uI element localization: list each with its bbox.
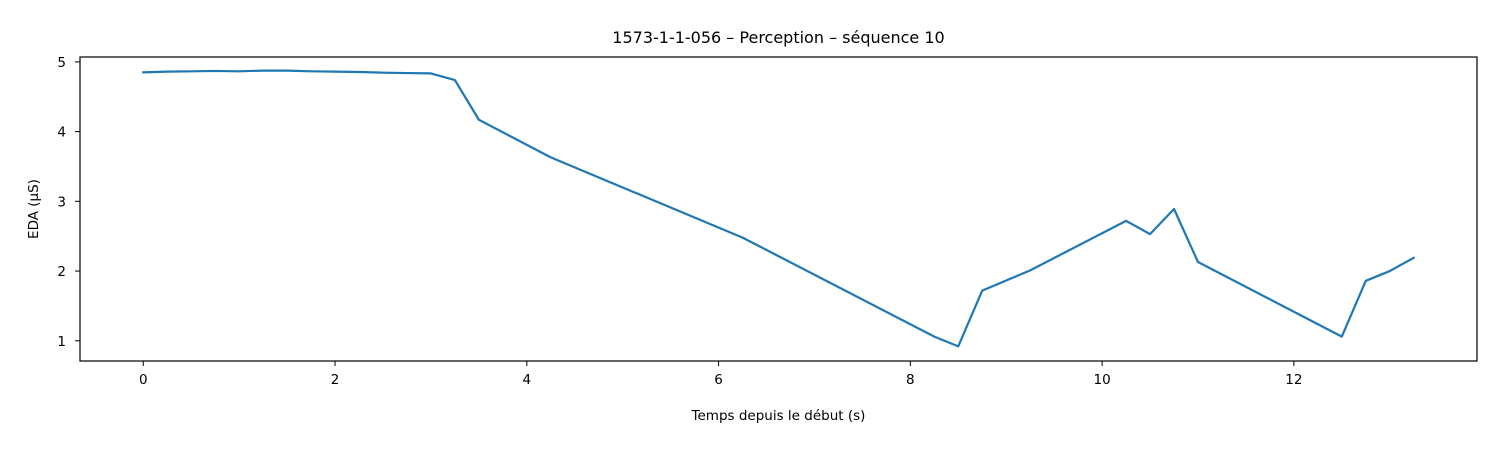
x-tick-label: 8 (906, 372, 915, 388)
y-tick-label: 1 (57, 334, 66, 350)
y-axis-label: EDA (µS) (26, 179, 42, 239)
x-axis-label: Temps depuis le début (s) (691, 408, 866, 424)
y-tick-label: 5 (57, 55, 66, 71)
x-tick-label: 0 (139, 372, 148, 388)
x-tick-label: 12 (1285, 372, 1302, 388)
x-tick-label: 6 (714, 372, 723, 388)
x-tick-label: 10 (1094, 372, 1111, 388)
chart-title: 1573-1-1-056 – Perception – séquence 10 (612, 28, 944, 47)
x-tick-label: 2 (331, 372, 340, 388)
y-tick-label: 2 (57, 264, 66, 280)
plot-frame (79, 56, 1478, 362)
plot-area (142, 69, 1416, 348)
eda-series-line (142, 69, 1416, 348)
y-tick-label: 4 (57, 125, 66, 141)
x-tick-label: 4 (523, 372, 532, 388)
y-axis: 1 2 3 4 5 (57, 55, 80, 350)
x-axis: 0 2 4 6 8 10 12 (139, 361, 1302, 388)
y-tick-label: 3 (57, 194, 66, 210)
